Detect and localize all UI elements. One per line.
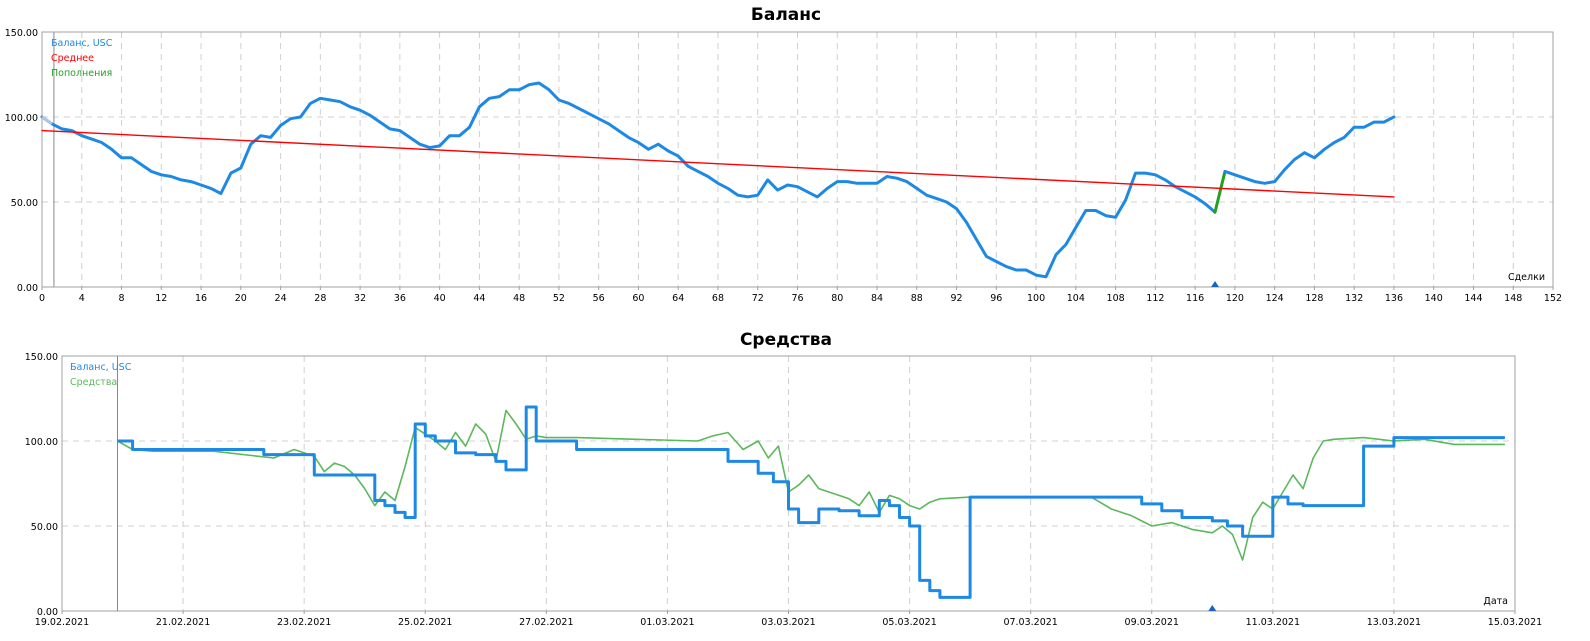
x-tick-label: 132 xyxy=(1345,293,1363,304)
legend-entry-баланс-usc: Баланс, USC xyxy=(70,362,132,373)
balance-chart-title: Баланс xyxy=(751,5,821,25)
legend-entry-пополнения: Пополнения xyxy=(51,68,112,79)
x-tick-label: 152 xyxy=(1544,293,1562,304)
x-tick-label: 60 xyxy=(632,293,644,304)
x-tick-label: 128 xyxy=(1305,293,1323,304)
balance-chart-x-axis-label: Сделки xyxy=(1508,272,1545,283)
x-tick-label: 8 xyxy=(119,293,125,304)
x-tick-label: 72 xyxy=(752,293,764,304)
x-tick-label: 12 xyxy=(155,293,167,304)
x-tick-label: 05.03.2021 xyxy=(882,617,936,628)
x-tick-label: 116 xyxy=(1186,293,1204,304)
x-tick-label: 108 xyxy=(1107,293,1125,304)
deposit-marker xyxy=(1208,605,1217,611)
y-tick-label: 150.00 xyxy=(5,28,38,39)
deposit-marker xyxy=(1211,281,1220,287)
series-start-fragment xyxy=(41,115,53,126)
x-tick-label: 124 xyxy=(1266,293,1284,304)
x-tick-label: 32 xyxy=(354,293,366,304)
x-tick-label: 64 xyxy=(672,293,684,304)
x-tick-label: 23.02.2021 xyxy=(277,617,331,628)
x-tick-label: 16 xyxy=(195,293,207,304)
series-line-средства xyxy=(117,409,1505,561)
x-tick-label: 44 xyxy=(473,293,485,304)
x-tick-label: 144 xyxy=(1464,293,1482,304)
x-tick-label: 68 xyxy=(712,293,724,304)
series-line-баланс-usc-0 xyxy=(40,81,1217,279)
equity-chart-x-ticks: 19.02.2021 21.02.2021 23.02.2021 25.02.2021… xyxy=(35,611,1542,628)
series-line-среднее-3 xyxy=(41,129,1395,198)
y-tick-label: 0.00 xyxy=(37,607,58,618)
balance-chart-grid xyxy=(42,32,1553,287)
x-tick-label: 28 xyxy=(314,293,326,304)
x-tick-label: 96 xyxy=(990,293,1002,304)
x-tick-label: 19.02.2021 xyxy=(35,617,89,628)
series-line-баланс-usc xyxy=(117,405,1505,599)
x-tick-label: 100 xyxy=(1027,293,1045,304)
legend-entry-баланс-usc: Баланс, USC xyxy=(51,38,113,49)
x-tick-label: 148 xyxy=(1504,293,1522,304)
x-tick-label: 25.02.2021 xyxy=(398,617,452,628)
x-tick-label: 92 xyxy=(951,293,963,304)
y-tick-label: 50.00 xyxy=(11,198,38,209)
balance-chart-y-ticks: 0.00 50.00 100.00 150.00 xyxy=(5,28,38,294)
x-tick-label: 84 xyxy=(871,293,883,304)
x-tick-label: 40 xyxy=(434,293,446,304)
balance-chart-x-ticks: 0 4 8 12 16 20 24 28 32 36 40 44 48 52 56 60 64 68 72 76 80 8… xyxy=(39,287,1562,304)
y-tick-label: 100.00 xyxy=(25,437,58,448)
x-tick-label: 0 xyxy=(39,293,45,304)
equity-chart-title: Средства xyxy=(740,330,832,350)
balance-chart-legend: Баланс, USC Среднее Пополнения xyxy=(51,38,113,79)
x-tick-label: 80 xyxy=(831,293,843,304)
series-line-баланс-usc-2 xyxy=(1223,115,1396,185)
legend-entry-средства: Средства xyxy=(70,377,117,388)
x-tick-label: 140 xyxy=(1425,293,1443,304)
x-tick-label: 112 xyxy=(1146,293,1164,304)
y-tick-label: 50.00 xyxy=(31,522,58,533)
x-tick-label: 11.03.2021 xyxy=(1246,617,1300,628)
legend-entry-среднее: Среднее xyxy=(51,53,94,64)
series-line-пополнения-1 xyxy=(1213,169,1227,214)
x-tick-label: 120 xyxy=(1226,293,1244,304)
x-tick-label: 21.02.2021 xyxy=(156,617,210,628)
x-tick-label: 07.03.2021 xyxy=(1003,617,1057,628)
x-tick-label: 136 xyxy=(1385,293,1403,304)
equity-chart-y-ticks: 0.00 50.00 100.00 150.00 xyxy=(25,352,58,618)
x-tick-label: 27.02.2021 xyxy=(519,617,573,628)
x-tick-label: 104 xyxy=(1067,293,1085,304)
x-tick-label: 20 xyxy=(235,293,247,304)
y-tick-label: 0.00 xyxy=(17,283,38,294)
equity-chart-legend: Баланс, USC Средства xyxy=(70,362,132,388)
x-tick-label: 15.03.2021 xyxy=(1488,617,1542,628)
x-tick-label: 76 xyxy=(791,293,803,304)
x-tick-label: 88 xyxy=(911,293,923,304)
equity-chart-lines xyxy=(117,405,1505,611)
x-tick-label: 56 xyxy=(593,293,605,304)
x-tick-label: 24 xyxy=(275,293,287,304)
y-tick-label: 100.00 xyxy=(5,113,38,124)
balance-chart-lines xyxy=(40,81,1396,287)
equity-chart-x-axis-label: Дата xyxy=(1483,596,1508,607)
x-tick-label: 4 xyxy=(79,293,85,304)
x-tick-label: 03.03.2021 xyxy=(761,617,815,628)
x-tick-label: 01.03.2021 xyxy=(640,617,694,628)
y-tick-label: 150.00 xyxy=(25,352,58,363)
x-tick-label: 36 xyxy=(394,293,406,304)
x-tick-label: 48 xyxy=(513,293,525,304)
x-tick-label: 13.03.2021 xyxy=(1367,617,1421,628)
x-tick-label: 52 xyxy=(553,293,565,304)
x-tick-label: 09.03.2021 xyxy=(1125,617,1179,628)
